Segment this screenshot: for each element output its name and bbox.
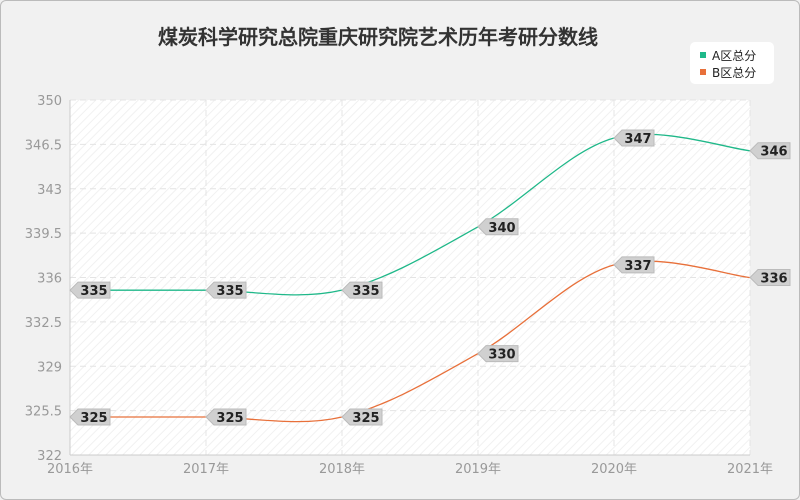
data-label-bg — [341, 281, 383, 299]
y-tick-label: 329 — [37, 360, 62, 375]
x-tick-label: 2019年 — [455, 462, 501, 477]
data-label-text: 336 — [760, 272, 787, 287]
data-label: 336 — [749, 269, 791, 287]
data-label-bg — [749, 269, 791, 286]
legend-swatch — [700, 52, 706, 58]
data-label-text: 330 — [488, 348, 515, 363]
legend-swatch — [700, 69, 706, 75]
y-tick-label: 322 — [37, 449, 62, 464]
data-label-bg — [69, 408, 111, 426]
data-label: 335 — [205, 281, 247, 299]
x-tick-label: 2017年 — [183, 462, 229, 477]
data-label-text: 347 — [624, 132, 651, 147]
data-label: 330 — [477, 345, 519, 363]
y-tick-label: 336 — [37, 272, 62, 287]
data-label: 335 — [341, 281, 383, 299]
legend-box — [690, 42, 774, 84]
data-label-text: 335 — [352, 284, 379, 299]
data-label-text: 335 — [216, 284, 243, 299]
data-label-text: 337 — [624, 259, 651, 274]
data-label-bg — [69, 281, 111, 299]
data-label-text: 325 — [216, 411, 243, 426]
y-tick-label: 346.5 — [25, 138, 62, 153]
data-label: 346 — [749, 142, 791, 160]
data-label: 340 — [477, 218, 519, 236]
x-tick-label: 2016年 — [47, 462, 93, 477]
x-tick-label: 2018年 — [319, 462, 365, 477]
data-label-text: 346 — [760, 145, 787, 160]
data-label-text: 340 — [488, 221, 515, 236]
y-tick-label: 332.5 — [25, 316, 62, 331]
data-label-bg — [341, 408, 383, 426]
x-tick-label: 2020年 — [591, 462, 637, 477]
x-tick-label: 2021年 — [727, 462, 773, 477]
data-label: 325 — [69, 408, 111, 426]
legend-item[interactable]: A区总分 — [712, 49, 756, 63]
y-tick-label: 350 — [37, 94, 62, 109]
y-tick-label: 325.5 — [25, 405, 62, 420]
data-label-text: 325 — [80, 411, 107, 426]
data-label: 325 — [341, 408, 383, 426]
data-label: 337 — [613, 256, 655, 274]
y-tick-label: 339.5 — [25, 227, 62, 242]
data-label-bg — [205, 281, 247, 299]
chart-title: 煤炭科学研究总院重庆研究院艺术历年考研分数线 — [158, 25, 598, 49]
data-label-bg — [613, 256, 655, 274]
data-label-text: 325 — [352, 411, 379, 426]
data-label: 335 — [69, 281, 111, 299]
data-label-bg — [749, 142, 791, 160]
data-label-text: 335 — [80, 284, 107, 299]
y-tick-label: 343 — [37, 183, 62, 198]
data-label: 347 — [613, 129, 655, 147]
legend: A区总分 B区总分 — [690, 42, 774, 84]
data-label-bg — [205, 408, 247, 426]
legend-item[interactable]: B区总分 — [712, 66, 756, 80]
data-label: 325 — [205, 408, 247, 426]
data-label-bg — [477, 345, 519, 363]
data-label-bg — [613, 129, 655, 147]
data-label-bg — [477, 218, 519, 236]
